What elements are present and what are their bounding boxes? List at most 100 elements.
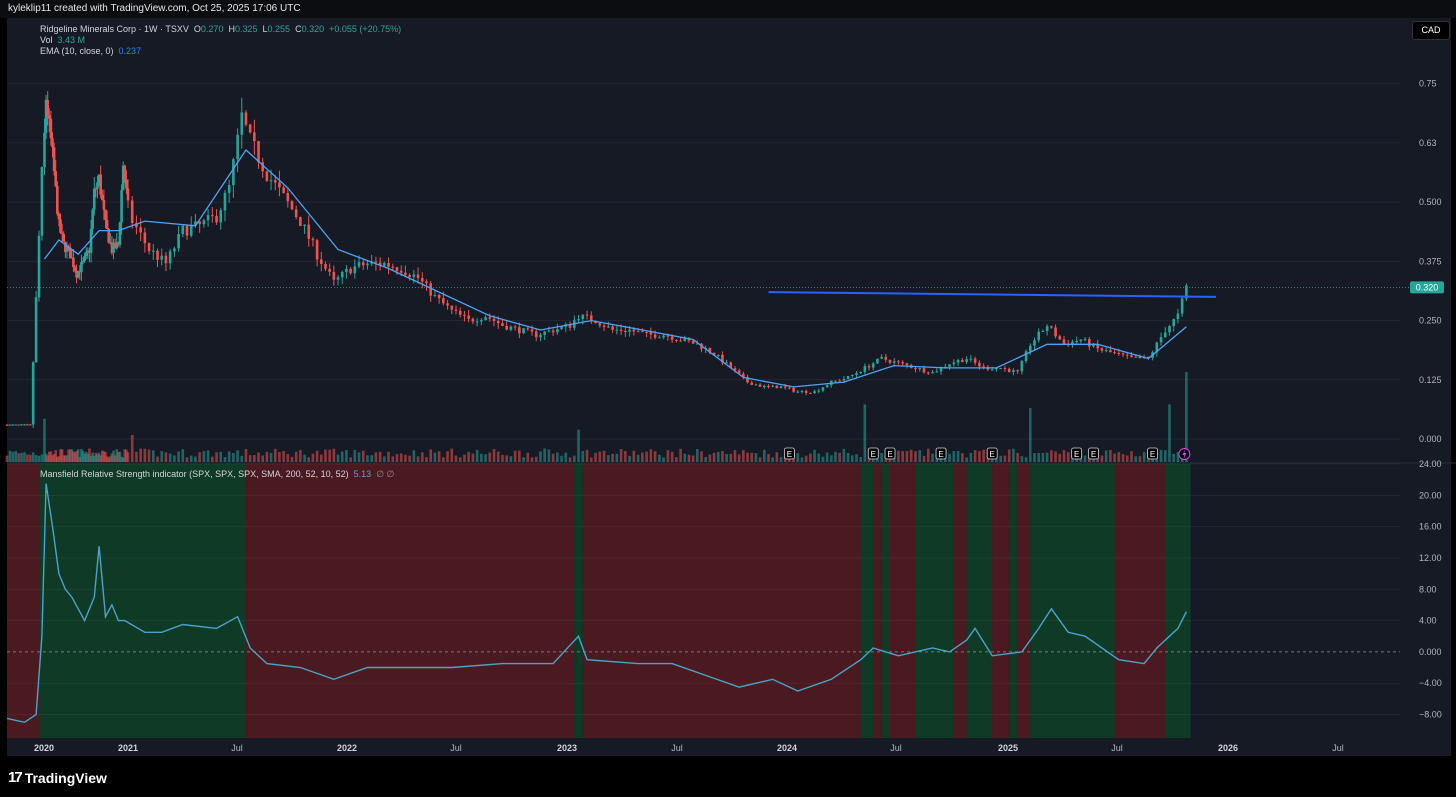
earnings-marker-icon[interactable]	[783, 447, 795, 460]
candle-body[interactable]	[265, 171, 269, 181]
candle-body[interactable]	[809, 392, 812, 394]
earnings-marker-icon[interactable]	[1088, 447, 1099, 460]
candle-body[interactable]	[619, 329, 623, 331]
candle-body[interactable]	[999, 368, 1002, 370]
candle-body[interactable]	[49, 118, 53, 139]
candle-body[interactable]	[121, 165, 125, 191]
candle-body[interactable]	[44, 99, 48, 133]
candle-body[interactable]	[437, 294, 441, 299]
candle-body[interactable]	[1104, 350, 1108, 352]
candle-body[interactable]	[59, 219, 62, 233]
candle-body[interactable]	[990, 369, 994, 371]
candle-body[interactable]	[89, 228, 93, 253]
candle-body[interactable]	[509, 326, 513, 330]
candle-body[interactable]	[349, 268, 352, 274]
candle-body[interactable]	[598, 323, 602, 326]
candle-body[interactable]	[332, 271, 336, 280]
price-chart-svg[interactable]: E E E E E E E E 0.75 0.63 0.500 0.375 0.250 0.125 0.00…	[0, 0, 1456, 756]
candle-body[interactable]	[14, 424, 18, 426]
candle-body[interactable]	[675, 339, 678, 341]
candle-body[interactable]	[1159, 337, 1163, 343]
candle-body[interactable]	[340, 271, 344, 278]
candle-body[interactable]	[1117, 352, 1121, 354]
candle-body[interactable]	[86, 250, 90, 253]
candle-body[interactable]	[1096, 343, 1100, 349]
candle-body[interactable]	[211, 215, 214, 217]
candle-body[interactable]	[948, 364, 951, 367]
candle-body[interactable]	[99, 174, 102, 195]
candle-body[interactable]	[294, 209, 298, 218]
candle-body[interactable]	[855, 373, 858, 375]
candle-body[interactable]	[429, 283, 433, 296]
candle-body[interactable]	[1071, 341, 1074, 346]
candle-body[interactable]	[935, 371, 939, 373]
candle-body[interactable]	[897, 361, 900, 363]
candle-body[interactable]	[118, 222, 122, 245]
candle-body[interactable]	[859, 371, 862, 374]
candle-body[interactable]	[123, 165, 127, 180]
candle-body[interactable]	[1134, 356, 1138, 358]
candle-body[interactable]	[110, 242, 114, 253]
earnings-marker-icon[interactable]	[935, 447, 947, 460]
candle-body[interactable]	[1100, 348, 1104, 351]
candle-body[interactable]	[399, 270, 403, 273]
candle-body[interactable]	[1012, 370, 1015, 373]
candle-body[interactable]	[5, 424, 9, 426]
candle-body[interactable]	[65, 246, 69, 253]
candle-body[interactable]	[1138, 356, 1142, 359]
candle-body[interactable]	[72, 257, 75, 267]
candle-body[interactable]	[52, 147, 56, 172]
candle-body[interactable]	[978, 362, 981, 367]
candle-body[interactable]	[135, 223, 138, 228]
candle-body[interactable]	[395, 267, 399, 271]
candle-body[interactable]	[649, 332, 653, 335]
candle-body[interactable]	[194, 221, 197, 226]
candle-body[interactable]	[151, 250, 155, 252]
candle-body[interactable]	[404, 272, 407, 275]
candle-body[interactable]	[31, 362, 35, 425]
candle-body[interactable]	[696, 343, 699, 345]
candle-body[interactable]	[1062, 339, 1066, 345]
mrs-label[interactable]: Mansfield Relative Strength indicator (S…	[40, 469, 349, 479]
candle-body[interactable]	[484, 317, 487, 321]
candle-body[interactable]	[227, 185, 231, 193]
candle-body[interactable]	[125, 179, 128, 189]
candle-body[interactable]	[1121, 353, 1125, 355]
candle-body[interactable]	[416, 274, 420, 278]
candle-body[interactable]	[551, 330, 555, 333]
candle-body[interactable]	[813, 391, 816, 394]
candle-body[interactable]	[104, 209, 107, 220]
candle-body[interactable]	[215, 216, 218, 223]
candle-body[interactable]	[202, 220, 206, 225]
candle-body[interactable]	[336, 277, 340, 280]
earnings-marker-icon[interactable]	[884, 447, 896, 460]
candle-body[interactable]	[505, 325, 508, 330]
candle-body[interactable]	[62, 233, 66, 242]
candle-body[interactable]	[232, 159, 235, 186]
candle-body[interactable]	[952, 362, 956, 365]
candle-body[interactable]	[492, 318, 496, 322]
candle-body[interactable]	[956, 360, 960, 363]
candle-body[interactable]	[1075, 341, 1078, 343]
candle-body[interactable]	[754, 384, 758, 386]
candle-body[interactable]	[1020, 360, 1024, 372]
candle-body[interactable]	[522, 328, 525, 334]
candle-body[interactable]	[425, 281, 428, 284]
candle-body[interactable]	[939, 367, 943, 372]
candle-body[interactable]	[454, 309, 458, 311]
candle-body[interactable]	[56, 185, 59, 214]
candle-body[interactable]	[585, 314, 589, 316]
candle-body[interactable]	[539, 334, 542, 338]
candle-body[interactable]	[54, 171, 58, 186]
candle-body[interactable]	[969, 358, 973, 360]
candle-body[interactable]	[767, 386, 770, 388]
candle-body[interactable]	[534, 331, 538, 338]
candle-body[interactable]	[834, 380, 837, 382]
candle-body[interactable]	[662, 335, 665, 338]
candle-body[interactable]	[91, 209, 94, 229]
candle-body[interactable]	[721, 354, 724, 363]
candle-body[interactable]	[716, 354, 720, 356]
earnings-marker-icon[interactable]	[1147, 447, 1158, 460]
candle-body[interactable]	[758, 384, 762, 387]
candle-body[interactable]	[303, 224, 306, 226]
